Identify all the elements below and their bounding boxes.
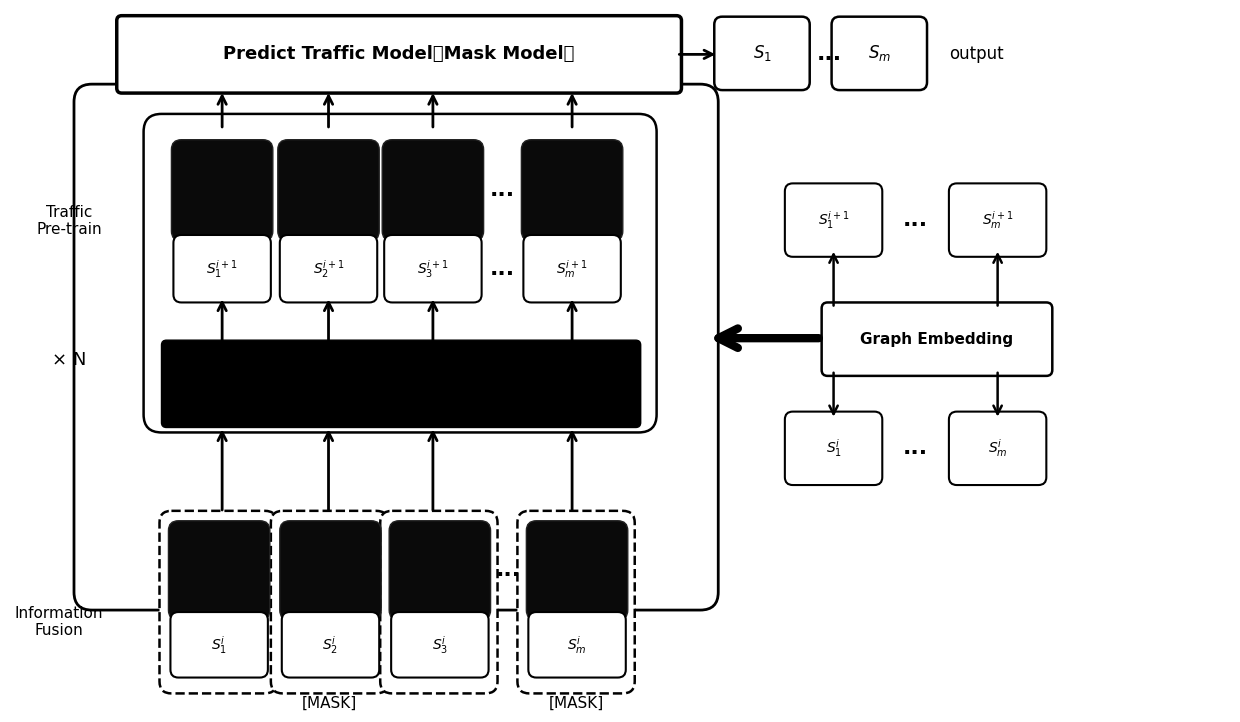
Text: Information
Fusion: Information Fusion [15,606,103,638]
FancyBboxPatch shape [117,16,682,93]
Text: ...: ... [496,560,521,580]
Text: [MASK]: [MASK] [548,696,604,711]
Text: $S_3^{i}$: $S_3^{i}$ [432,634,448,656]
Text: $S_m^{i}$: $S_m^{i}$ [988,438,1007,459]
Text: Predict Traffic Model（Mask Model）: Predict Traffic Model（Mask Model） [223,45,575,64]
FancyBboxPatch shape [517,511,635,693]
Text: Traffic
Pre-train: Traffic Pre-train [36,205,102,238]
FancyBboxPatch shape [160,511,277,693]
Text: $S_1$: $S_1$ [753,43,771,64]
FancyBboxPatch shape [384,235,481,303]
Text: output: output [949,45,1003,64]
Text: ...: ... [490,258,515,279]
FancyBboxPatch shape [281,612,379,677]
FancyBboxPatch shape [832,17,928,90]
Text: $S_m^{i}$: $S_m^{i}$ [567,634,587,656]
FancyBboxPatch shape [714,17,810,90]
FancyBboxPatch shape [170,612,268,677]
FancyBboxPatch shape [280,235,377,303]
FancyBboxPatch shape [381,511,497,693]
Text: $S_1^{i}$: $S_1^{i}$ [826,438,842,459]
Text: $S_m$: $S_m$ [868,43,890,64]
FancyBboxPatch shape [785,183,883,257]
FancyBboxPatch shape [169,521,270,620]
FancyBboxPatch shape [278,140,379,241]
FancyBboxPatch shape [161,340,641,427]
Text: $S_1^{i+1}$: $S_1^{i+1}$ [817,209,849,231]
Text: $S_2^{i}$: $S_2^{i}$ [322,634,339,656]
Text: $S_m^{i+1}$: $S_m^{i+1}$ [982,209,1013,231]
FancyBboxPatch shape [74,84,718,610]
FancyBboxPatch shape [523,235,621,303]
Text: $S_1^{i+1}$: $S_1^{i+1}$ [206,258,238,279]
Text: Graph Embedding: Graph Embedding [861,331,1013,347]
FancyBboxPatch shape [382,140,484,241]
FancyBboxPatch shape [949,183,1047,257]
FancyBboxPatch shape [785,412,883,485]
FancyBboxPatch shape [526,521,627,620]
FancyBboxPatch shape [280,521,381,620]
Text: ...: ... [490,180,515,200]
FancyBboxPatch shape [389,521,491,620]
Text: [MASK]: [MASK] [301,696,357,711]
Text: ...: ... [903,438,929,458]
Text: × N: × N [52,351,87,369]
Text: $S_m^{i+1}$: $S_m^{i+1}$ [557,258,588,279]
Text: ...: ... [817,44,842,64]
Text: $S_3^{i+1}$: $S_3^{i+1}$ [417,258,449,279]
FancyBboxPatch shape [144,114,657,432]
FancyBboxPatch shape [171,140,273,241]
Text: ...: ... [903,210,929,230]
Text: $S_2^{i+1}$: $S_2^{i+1}$ [312,258,345,279]
FancyBboxPatch shape [270,511,388,693]
FancyBboxPatch shape [949,412,1047,485]
FancyBboxPatch shape [528,612,626,677]
FancyBboxPatch shape [521,140,622,241]
Text: $S_1^{i}$: $S_1^{i}$ [211,634,227,656]
FancyBboxPatch shape [174,235,270,303]
FancyBboxPatch shape [391,612,489,677]
FancyBboxPatch shape [822,303,1053,376]
